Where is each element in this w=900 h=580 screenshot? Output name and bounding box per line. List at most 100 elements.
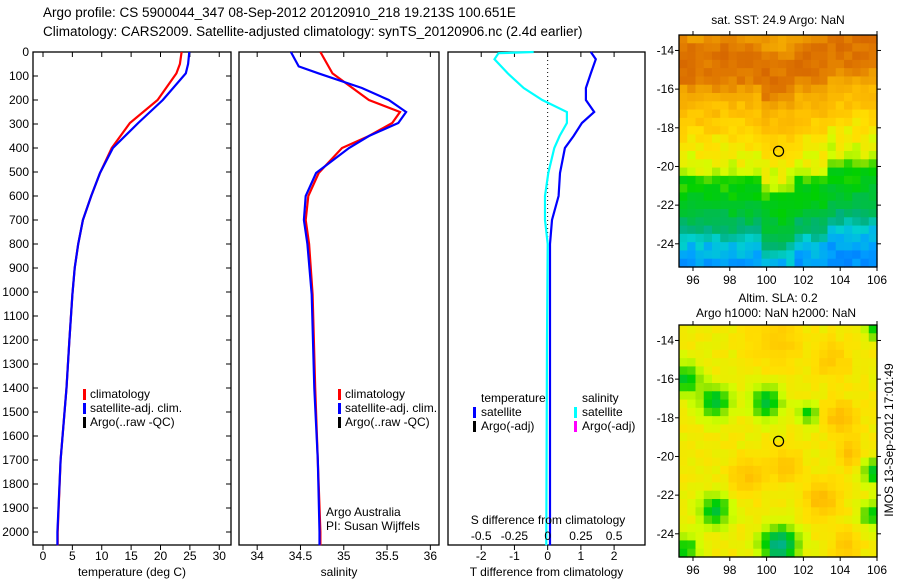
map-cell (786, 374, 796, 384)
map-cell (736, 515, 746, 525)
secondary-tick-label: -0.25 (501, 529, 529, 543)
map-cell (745, 474, 754, 484)
map-cell (720, 184, 730, 194)
map-cell (687, 325, 697, 334)
map-cell (703, 407, 713, 417)
map-cell (868, 482, 878, 492)
map-cell (860, 200, 870, 210)
map-cell (811, 43, 820, 53)
map-cell (728, 358, 738, 368)
map-cell (835, 109, 845, 119)
map-cell (753, 184, 763, 194)
map-cell (852, 151, 862, 160)
map-cell (769, 449, 779, 459)
map-cell (778, 499, 787, 508)
map-cell (778, 432, 787, 442)
map-cell (827, 93, 837, 102)
map-cell (819, 117, 829, 127)
map-cell (819, 217, 829, 227)
profile-line-temperature-0 (56, 51, 183, 546)
map-cell (835, 126, 845, 136)
map-cell (852, 349, 862, 359)
map-cell (811, 424, 820, 434)
map-cell (844, 217, 853, 227)
map-cell (695, 548, 705, 558)
map-cell (860, 490, 870, 500)
map-cell (728, 349, 738, 359)
map-cell (761, 175, 771, 185)
map-cell (679, 391, 688, 401)
map-cell (736, 407, 746, 417)
map-cell (819, 93, 829, 102)
map-cell (703, 441, 713, 450)
annotation-argo-australia: Argo Australia (326, 505, 401, 519)
map-cell (745, 325, 754, 334)
map-lat-label: -22 (657, 198, 675, 212)
y-tick-label: 400 (9, 141, 29, 155)
map-cell (844, 407, 853, 417)
map-cell (769, 349, 779, 359)
map-cell (695, 407, 705, 417)
map-cell (852, 441, 862, 450)
map-cell (728, 399, 738, 409)
profile-line-temperature-1 (56, 51, 191, 546)
map-cell (827, 540, 837, 550)
map-cell (720, 515, 730, 525)
map-cell (868, 184, 878, 194)
map-cell (769, 366, 779, 376)
map-cell (835, 349, 845, 359)
map-cell (844, 242, 853, 252)
map-cell (844, 374, 853, 384)
map-cell (794, 167, 804, 177)
map-cell (769, 482, 779, 492)
map-cell (712, 374, 721, 384)
map-cell (736, 134, 746, 144)
map-cell (819, 200, 829, 210)
map-cell (802, 93, 812, 102)
map-cell (695, 325, 705, 334)
map-cell (852, 109, 862, 119)
map-cell (868, 151, 878, 160)
map-cell (761, 490, 771, 500)
map-cell (860, 250, 870, 260)
map-cell (819, 51, 829, 61)
map-cell (811, 59, 820, 69)
map-cell (687, 258, 697, 268)
map-cell (769, 507, 779, 517)
map-cell (835, 523, 845, 533)
map-cell (802, 101, 812, 111)
map-cell (844, 490, 853, 500)
map-cell (769, 167, 779, 177)
profile-line-difference-1 (493, 50, 569, 546)
map-cell (761, 441, 771, 450)
map-cell (712, 258, 721, 268)
map-cell (745, 192, 754, 202)
y-tick-label: 0 (22, 45, 29, 59)
map-cell (728, 441, 738, 450)
map-cell (679, 151, 688, 160)
map-cell (728, 200, 738, 210)
map-cell (736, 507, 746, 517)
map-cell (753, 109, 763, 119)
legend-entry: satellite (481, 405, 522, 419)
map-cell (794, 134, 804, 144)
map-cell (868, 76, 878, 86)
map-cell (811, 523, 820, 533)
map-cell (769, 192, 779, 202)
map-cell (703, 424, 713, 434)
map-cell (769, 490, 779, 500)
map-cell (761, 76, 771, 86)
map-cell (852, 532, 862, 542)
map-cell (736, 35, 746, 44)
map-cell (720, 126, 730, 136)
map-cell (753, 68, 763, 78)
map-cell (852, 159, 862, 169)
map-cell (811, 51, 820, 61)
map-cell (712, 482, 721, 492)
x-axis-label: salinity (321, 565, 358, 579)
map-cell (778, 225, 787, 235)
map-cell (835, 192, 845, 202)
map-cell (753, 523, 763, 533)
map-cell (753, 490, 763, 500)
map-cell (835, 424, 845, 434)
